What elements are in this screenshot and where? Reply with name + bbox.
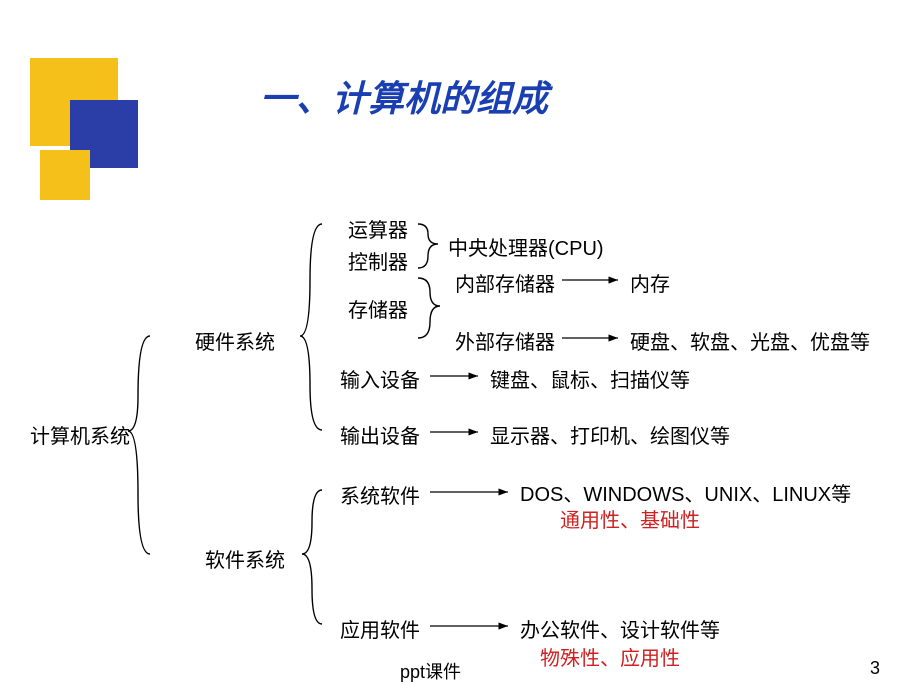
node-alu: 运算器 bbox=[348, 214, 408, 243]
node-input: 输入设备 bbox=[340, 364, 420, 393]
node-software: 软件系统 bbox=[205, 544, 285, 573]
node-input-ex: 键盘、鼠标、扫描仪等 bbox=[490, 364, 690, 393]
page-number: 3 bbox=[870, 658, 880, 679]
node-output-ex: 显示器、打印机、绘图仪等 bbox=[490, 420, 730, 449]
node-system-sw-note: 通用性、基础性 bbox=[560, 504, 700, 533]
node-app-sw: 应用软件 bbox=[340, 614, 420, 643]
node-cpu: 中央处理器(CPU) bbox=[448, 232, 604, 261]
node-memory: 存储器 bbox=[348, 294, 408, 323]
decor-block-3 bbox=[40, 150, 90, 200]
footer-label: ppt课件 bbox=[400, 658, 461, 684]
node-mem-internal: 内部存储器 bbox=[455, 268, 555, 297]
node-mem-internal-ex: 内存 bbox=[630, 268, 670, 297]
node-output: 输出设备 bbox=[340, 420, 420, 449]
node-app-sw-ex: 办公软件、设计软件等 bbox=[520, 614, 720, 643]
node-mem-external: 外部存储器 bbox=[455, 326, 555, 355]
node-cu: 控制器 bbox=[348, 246, 408, 275]
node-system-sw-ex: DOS、WINDOWS、UNIX、LINUX等 bbox=[520, 478, 851, 507]
node-app-sw-note: 物殊性、应用性 bbox=[540, 642, 680, 671]
tree-root: 计算机系统 bbox=[30, 420, 130, 449]
slide-title: 一、计算机的组成 bbox=[260, 70, 548, 122]
node-hardware: 硬件系统 bbox=[195, 326, 275, 355]
node-mem-external-ex: 硬盘、软盘、光盘、优盘等 bbox=[630, 326, 870, 355]
node-system-sw: 系统软件 bbox=[340, 480, 420, 509]
